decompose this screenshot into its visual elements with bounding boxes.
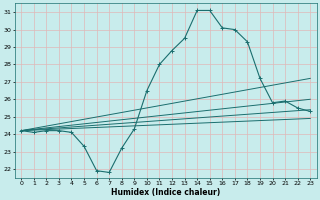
X-axis label: Humidex (Indice chaleur): Humidex (Indice chaleur): [111, 188, 220, 197]
